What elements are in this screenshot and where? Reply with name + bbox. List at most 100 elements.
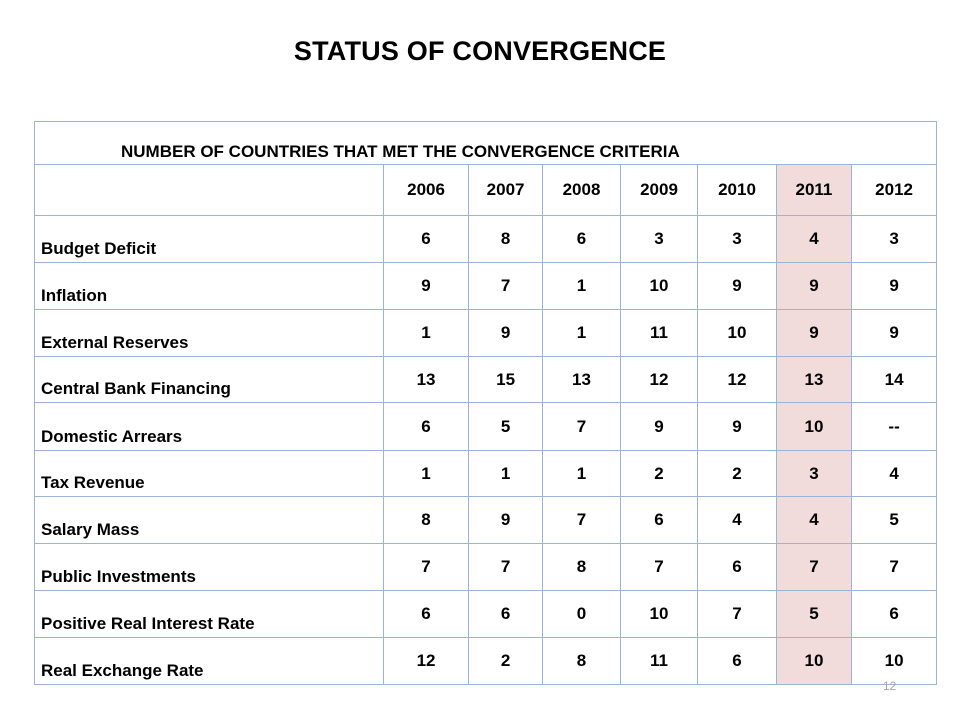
cell-2009: 3 <box>619 215 699 263</box>
cell-2009: 12 <box>619 356 699 403</box>
cell-2006: 8 <box>383 496 469 544</box>
table-row: Central Bank Financing 13 15 13 12 12 13 14 <box>33 356 937 403</box>
cell-2012: 10 <box>851 637 937 685</box>
cell-2007: 7 <box>467 543 544 591</box>
table-row: Tax Revenue 1 1 1 2 2 3 4 <box>33 450 937 497</box>
year-header-2010: 2010 <box>697 164 777 216</box>
cell-2007: 2 <box>467 637 544 685</box>
cell-2009: 9 <box>619 402 699 451</box>
table-row: External Reserves 1 9 1 11 10 9 9 <box>33 309 937 357</box>
cell-2007: 15 <box>467 356 544 403</box>
cell-2010: 2 <box>697 450 777 497</box>
cell-2010: 9 <box>697 402 777 451</box>
year-header-blank <box>33 164 385 216</box>
cell-2009: 6 <box>619 496 699 544</box>
cell-2011: 4 <box>775 215 853 263</box>
cell-2011: 10 <box>775 637 853 685</box>
year-header-2011: 2011 <box>775 164 853 216</box>
row-label: Inflation <box>33 262 385 310</box>
cell-2009: 2 <box>619 450 699 497</box>
cell-2010: 4 <box>697 496 777 544</box>
cell-2007: 7 <box>467 262 544 310</box>
cell-2008: 1 <box>542 450 621 497</box>
row-label: External Reserves <box>33 309 385 357</box>
cell-2010: 6 <box>697 543 777 591</box>
cell-2009: 11 <box>619 309 699 357</box>
cell-2008: 7 <box>542 496 621 544</box>
cell-2006: 13 <box>383 356 469 403</box>
cell-2012: 7 <box>851 543 937 591</box>
row-label: Tax Revenue <box>33 450 385 497</box>
cell-2010: 12 <box>697 356 777 403</box>
row-label: Budget Deficit <box>33 215 385 263</box>
cell-2011: 9 <box>775 309 853 357</box>
row-label: Central Bank Financing <box>33 356 385 403</box>
cell-2006: 12 <box>383 637 469 685</box>
table-row: Budget Deficit 6 8 6 3 3 4 3 <box>33 215 937 263</box>
table-row: Real Exchange Rate 12 2 8 11 6 10 10 <box>33 637 937 685</box>
table-caption-text: NUMBER OF COUNTRIES THAT MET THE CONVERG… <box>121 142 680 161</box>
cell-2008: 0 <box>542 590 621 638</box>
convergence-table: NUMBER OF COUNTRIES THAT MET THE CONVERG… <box>33 121 937 685</box>
cell-2011: 4 <box>775 496 853 544</box>
cell-2011: 9 <box>775 262 853 310</box>
cell-2012: 5 <box>851 496 937 544</box>
cell-2012: 9 <box>851 309 937 357</box>
table-row: Public Investments 7 7 8 7 6 7 7 <box>33 543 937 591</box>
row-label: Real Exchange Rate <box>33 637 385 685</box>
cell-2006: 7 <box>383 543 469 591</box>
cell-2011: 10 <box>775 402 853 451</box>
year-header-2008: 2008 <box>542 164 621 216</box>
cell-2007: 9 <box>467 309 544 357</box>
row-label: Salary Mass <box>33 496 385 544</box>
cell-2010: 9 <box>697 262 777 310</box>
cell-2006: 6 <box>383 590 469 638</box>
cell-2007: 6 <box>467 590 544 638</box>
table-caption: NUMBER OF COUNTRIES THAT MET THE CONVERG… <box>34 121 937 165</box>
cell-2010: 7 <box>697 590 777 638</box>
year-header-row: 2006 2007 2008 2009 2010 2011 2012 <box>33 164 937 216</box>
cell-2006: 6 <box>383 402 469 451</box>
cell-2009: 7 <box>619 543 699 591</box>
cell-2012: -- <box>851 402 937 451</box>
table-row: Inflation 9 7 1 10 9 9 9 <box>33 262 937 310</box>
cell-2012: 9 <box>851 262 937 310</box>
cell-2009: 10 <box>619 262 699 310</box>
row-label: Positive Real Interest Rate <box>33 590 385 638</box>
cell-2008: 8 <box>542 543 621 591</box>
cell-2006: 9 <box>383 262 469 310</box>
table-row: Domestic Arrears 6 5 7 9 9 10 -- <box>33 402 937 451</box>
cell-2006: 6 <box>383 215 469 263</box>
cell-2008: 1 <box>542 309 621 357</box>
cell-2010: 6 <box>697 637 777 685</box>
year-header-2006: 2006 <box>383 164 469 216</box>
table-row: Positive Real Interest Rate 6 6 0 10 7 5 6 <box>33 590 937 638</box>
cell-2007: 5 <box>467 402 544 451</box>
cell-2012: 4 <box>851 450 937 497</box>
cell-2012: 6 <box>851 590 937 638</box>
year-header-2012: 2012 <box>851 164 937 216</box>
page-title: STATUS OF CONVERGENCE <box>293 36 667 66</box>
page-number: 12 <box>883 679 897 693</box>
cell-2008: 1 <box>542 262 621 310</box>
cell-2012: 3 <box>851 215 937 263</box>
row-label: Public Investments <box>33 543 385 591</box>
cell-2012: 14 <box>851 356 937 403</box>
cell-2006: 1 <box>383 450 469 497</box>
cell-2011: 7 <box>775 543 853 591</box>
cell-2010: 3 <box>697 215 777 263</box>
cell-2008: 6 <box>542 215 621 263</box>
cell-2011: 5 <box>775 590 853 638</box>
cell-2010: 10 <box>697 309 777 357</box>
cell-2006: 1 <box>383 309 469 357</box>
cell-2007: 8 <box>467 215 544 263</box>
row-label: Domestic Arrears <box>33 402 385 451</box>
cell-2008: 7 <box>542 402 621 451</box>
cell-2011: 3 <box>775 450 853 497</box>
cell-2009: 11 <box>619 637 699 685</box>
cell-2008: 8 <box>542 637 621 685</box>
year-header-2009: 2009 <box>619 164 699 216</box>
table-row: Salary Mass 8 9 7 6 4 4 5 <box>33 496 937 544</box>
cell-2007: 9 <box>467 496 544 544</box>
year-header-2007: 2007 <box>467 164 544 216</box>
